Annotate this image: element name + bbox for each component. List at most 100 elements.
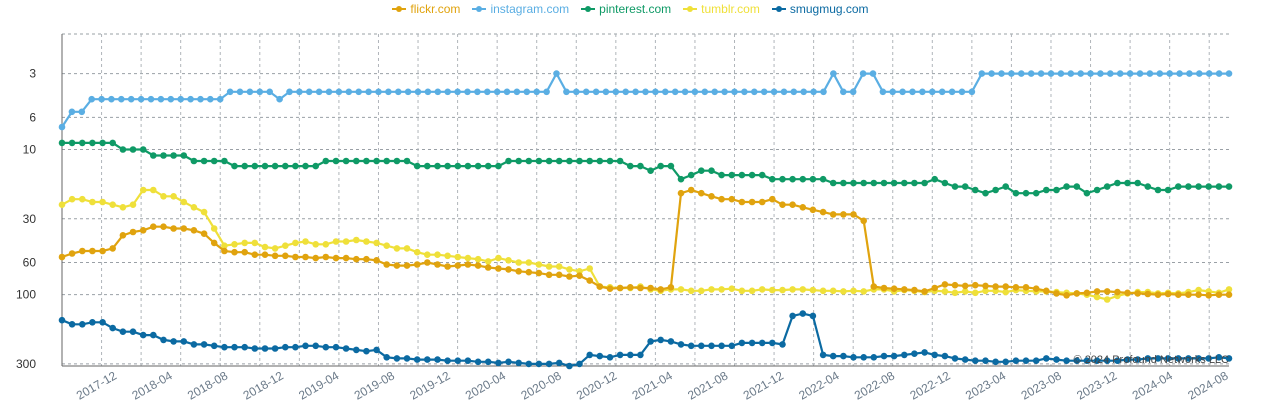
data-point-pinterest[interactable]: [424, 162, 431, 170]
data-point-instagram[interactable]: [1077, 70, 1084, 77]
data-point-instagram[interactable]: [1087, 70, 1094, 77]
data-point-instagram[interactable]: [582, 88, 590, 96]
data-point-instagram[interactable]: [1116, 70, 1124, 77]
data-point-tumblr[interactable]: [961, 288, 969, 295]
data-point-smugmug[interactable]: [373, 346, 380, 354]
data-point-pinterest[interactable]: [769, 175, 776, 183]
data-point-pinterest[interactable]: [941, 179, 949, 187]
data-point-smugmug[interactable]: [921, 349, 928, 356]
data-point-flickr[interactable]: [444, 263, 451, 270]
data-point-instagram[interactable]: [1018, 70, 1025, 77]
data-point-pinterest[interactable]: [586, 157, 593, 165]
data-point-flickr[interactable]: [890, 285, 898, 293]
data-point-smugmug[interactable]: [637, 351, 644, 359]
data-point-flickr[interactable]: [779, 201, 786, 208]
data-point-tumblr[interactable]: [261, 243, 269, 251]
data-point-smugmug[interactable]: [840, 352, 847, 360]
data-point-flickr[interactable]: [251, 251, 259, 258]
data-point-smugmug[interactable]: [363, 347, 370, 355]
data-point-tumblr[interactable]: [474, 255, 482, 263]
data-point-tumblr[interactable]: [677, 286, 685, 293]
data-point-smugmug[interactable]: [687, 342, 695, 350]
data-point-flickr[interactable]: [921, 288, 928, 295]
data-point-flickr[interactable]: [769, 195, 776, 203]
data-point-tumblr[interactable]: [586, 265, 593, 272]
data-point-smugmug[interactable]: [68, 321, 76, 328]
data-point-tumblr[interactable]: [170, 193, 177, 200]
data-point-pinterest[interactable]: [951, 183, 959, 190]
data-point-smugmug[interactable]: [972, 357, 979, 365]
data-point-pinterest[interactable]: [616, 157, 624, 165]
data-point-tumblr[interactable]: [850, 287, 857, 295]
data-point-pinterest[interactable]: [961, 183, 969, 190]
data-point-flickr[interactable]: [424, 259, 431, 266]
data-point-smugmug[interactable]: [677, 341, 685, 348]
data-point-pinterest[interactable]: [758, 171, 766, 179]
data-point-smugmug[interactable]: [200, 341, 208, 348]
data-point-smugmug[interactable]: [596, 352, 604, 360]
data-point-smugmug[interactable]: [383, 354, 391, 361]
data-point-tumblr[interactable]: [109, 201, 116, 208]
data-point-pinterest[interactable]: [525, 157, 533, 165]
data-point-flickr[interactable]: [241, 248, 248, 256]
data-point-tumblr[interactable]: [708, 286, 715, 293]
data-point-instagram[interactable]: [543, 88, 550, 96]
data-point-flickr[interactable]: [951, 281, 959, 289]
data-point-pinterest[interactable]: [921, 179, 928, 187]
data-point-instagram[interactable]: [1186, 70, 1193, 77]
data-point-flickr[interactable]: [1164, 290, 1172, 298]
data-point-instagram[interactable]: [137, 95, 145, 103]
data-point-instagram[interactable]: [909, 88, 916, 96]
data-point-instagram[interactable]: [216, 95, 224, 103]
data-point-flickr[interactable]: [99, 247, 106, 255]
data-point-instagram[interactable]: [266, 88, 274, 96]
data-point-smugmug[interactable]: [261, 345, 269, 352]
data-point-instagram[interactable]: [286, 88, 293, 96]
data-point-smugmug[interactable]: [79, 321, 86, 328]
data-point-pinterest[interactable]: [1022, 189, 1030, 197]
data-point-pinterest[interactable]: [1093, 186, 1101, 194]
data-point-flickr[interactable]: [698, 189, 705, 197]
data-point-instagram[interactable]: [385, 88, 392, 96]
data-point-pinterest[interactable]: [1164, 186, 1172, 194]
data-point-pinterest[interactable]: [982, 189, 989, 197]
data-point-pinterest[interactable]: [221, 157, 228, 165]
data-point-flickr[interactable]: [1093, 288, 1101, 295]
data-point-pinterest[interactable]: [1134, 179, 1141, 187]
data-point-tumblr[interactable]: [68, 195, 76, 203]
data-point-pinterest[interactable]: [606, 157, 614, 165]
data-point-flickr[interactable]: [687, 186, 695, 194]
data-point-flickr[interactable]: [799, 204, 807, 211]
data-point-flickr[interactable]: [170, 225, 177, 232]
data-point-pinterest[interactable]: [271, 162, 279, 170]
data-point-instagram[interactable]: [810, 88, 817, 96]
data-point-flickr[interactable]: [474, 262, 482, 269]
data-point-smugmug[interactable]: [769, 339, 776, 347]
data-point-flickr[interactable]: [718, 195, 725, 203]
data-point-smugmug[interactable]: [535, 360, 543, 368]
data-point-tumblr[interactable]: [941, 288, 949, 295]
data-point-flickr[interactable]: [545, 271, 553, 279]
data-point-instagram[interactable]: [1126, 70, 1134, 77]
data-point-smugmug[interactable]: [251, 345, 259, 352]
data-point-tumblr[interactable]: [231, 241, 238, 248]
data-point-tumblr[interactable]: [353, 236, 360, 244]
data-point-pinterest[interactable]: [332, 157, 340, 165]
data-point-instagram[interactable]: [662, 88, 669, 96]
data-point-instagram[interactable]: [1205, 70, 1213, 77]
data-point-flickr[interactable]: [748, 198, 756, 206]
data-point-instagram[interactable]: [464, 88, 471, 96]
data-point-tumblr[interactable]: [758, 286, 766, 293]
data-point-instagram[interactable]: [276, 95, 283, 103]
data-point-pinterest[interactable]: [1073, 183, 1081, 190]
data-point-pinterest[interactable]: [484, 162, 492, 170]
data-point-flickr[interactable]: [667, 284, 675, 291]
data-point-flickr[interactable]: [738, 198, 746, 206]
data-point-pinterest[interactable]: [1124, 179, 1131, 187]
data-point-instagram[interactable]: [632, 88, 639, 96]
data-point-smugmug[interactable]: [464, 357, 472, 365]
data-point-flickr[interactable]: [850, 211, 857, 218]
data-point-tumblr[interactable]: [687, 287, 695, 295]
data-point-smugmug[interactable]: [119, 328, 127, 336]
data-point-pinterest[interactable]: [454, 162, 462, 170]
